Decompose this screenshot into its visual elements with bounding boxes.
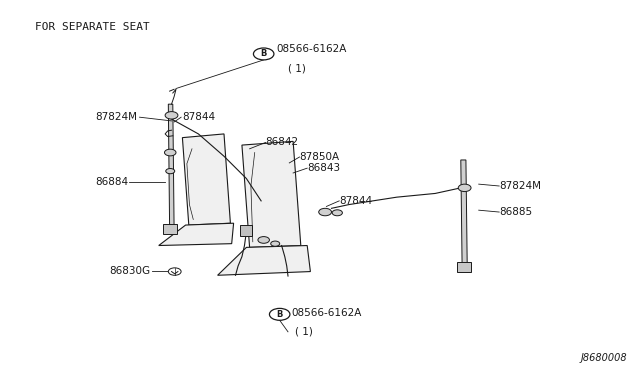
FancyBboxPatch shape xyxy=(163,224,177,234)
Circle shape xyxy=(458,184,471,192)
Text: FOR SEPARATE SEAT: FOR SEPARATE SEAT xyxy=(35,22,150,32)
FancyBboxPatch shape xyxy=(240,225,252,236)
Text: 86830G: 86830G xyxy=(109,266,150,276)
Text: 87850A: 87850A xyxy=(300,152,340,162)
Circle shape xyxy=(165,112,178,119)
Polygon shape xyxy=(242,141,301,247)
Polygon shape xyxy=(168,104,174,227)
Text: 87824M: 87824M xyxy=(499,181,541,191)
Text: 87844: 87844 xyxy=(182,112,216,122)
Text: B: B xyxy=(276,310,283,319)
Text: 08566-6162A: 08566-6162A xyxy=(291,308,362,318)
Circle shape xyxy=(319,208,332,216)
Text: ( 1): ( 1) xyxy=(295,327,313,337)
Text: 86885: 86885 xyxy=(499,207,532,217)
Text: 87824M: 87824M xyxy=(95,112,138,122)
Polygon shape xyxy=(461,160,467,264)
Text: 86884: 86884 xyxy=(95,177,128,187)
Circle shape xyxy=(168,268,181,275)
Text: 08566-6162A: 08566-6162A xyxy=(276,44,347,54)
Circle shape xyxy=(166,169,175,174)
Text: B: B xyxy=(260,49,267,58)
Text: ( 1): ( 1) xyxy=(288,63,306,73)
FancyBboxPatch shape xyxy=(457,262,471,272)
Polygon shape xyxy=(182,134,230,225)
Text: 87844: 87844 xyxy=(339,196,372,206)
Polygon shape xyxy=(218,246,310,275)
Circle shape xyxy=(271,241,280,246)
Polygon shape xyxy=(159,223,234,246)
Text: J8680008: J8680008 xyxy=(580,353,627,363)
Text: 86842: 86842 xyxy=(266,138,299,147)
Circle shape xyxy=(269,308,290,320)
Circle shape xyxy=(164,149,176,156)
Circle shape xyxy=(332,210,342,216)
Text: 86843: 86843 xyxy=(307,163,340,173)
Circle shape xyxy=(258,237,269,243)
Circle shape xyxy=(253,48,274,60)
